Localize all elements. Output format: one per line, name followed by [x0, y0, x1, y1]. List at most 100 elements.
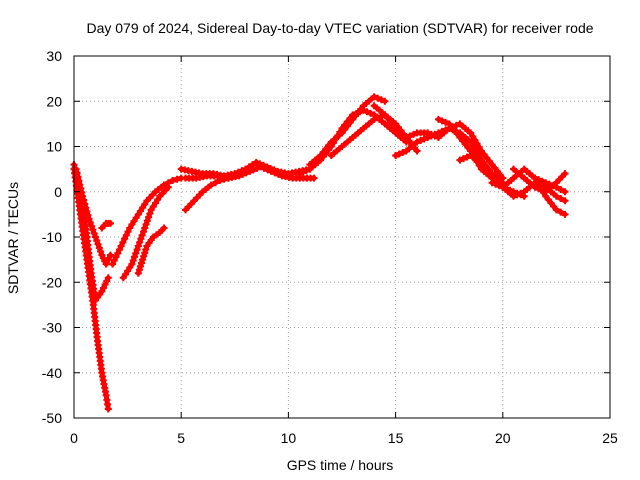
series-group — [72, 165, 114, 268]
data-point-marker — [377, 96, 385, 104]
data-point-marker — [442, 118, 450, 126]
data-point-marker — [80, 196, 88, 204]
data-point-marker — [207, 181, 215, 189]
data-point-marker — [220, 175, 228, 183]
series-group — [306, 93, 389, 169]
data-point-marker — [552, 192, 560, 200]
data-point-marker — [85, 215, 93, 223]
data-point-marker — [492, 180, 500, 188]
data-point-marker — [135, 266, 143, 274]
data-point-marker — [139, 256, 147, 264]
data-point-marker — [129, 257, 137, 265]
data-point-marker — [399, 149, 407, 157]
data-point-marker — [264, 166, 272, 174]
data-point-marker — [459, 155, 467, 163]
data-point-marker — [110, 257, 118, 265]
data-point-marker — [406, 132, 414, 140]
data-point-marker — [136, 262, 144, 270]
data-point-marker — [136, 238, 144, 246]
data-point-marker — [442, 126, 450, 134]
data-point-marker — [538, 186, 546, 194]
data-point-marker — [424, 133, 432, 141]
y-axis-label: SDTVAR / TECUs — [5, 182, 21, 294]
data-point-marker — [134, 242, 142, 250]
data-point-marker — [557, 208, 565, 216]
data-point-marker — [531, 183, 539, 191]
data-point-marker — [114, 249, 122, 257]
data-point-marker — [224, 174, 232, 182]
data-point-marker — [94, 240, 102, 248]
data-point-marker — [561, 197, 569, 205]
data-point-marker — [367, 109, 375, 117]
data-point-marker — [545, 180, 553, 188]
data-point-marker — [417, 136, 425, 144]
data-point-marker — [552, 206, 560, 214]
data-point-marker — [169, 176, 177, 184]
series-group — [119, 183, 172, 282]
tick-labels: 0 5 10 15 20 25 -50 -40 -30 -20 -10 0 10 20 30 — [42, 48, 618, 446]
data-point-marker — [91, 233, 99, 241]
data-point-marker — [531, 174, 539, 182]
data-point-marker — [84, 211, 92, 219]
data-point-marker — [381, 97, 389, 105]
data-point-marker — [467, 129, 475, 137]
data-point-marker — [115, 246, 123, 254]
data-point-marker — [137, 235, 145, 243]
data-point-marker — [295, 170, 303, 178]
x-tick-label: 5 — [177, 430, 185, 446]
data-point-marker — [310, 174, 318, 182]
data-point-marker — [97, 247, 105, 255]
data-point-marker — [117, 242, 125, 250]
chart-title: Day 079 of 2024, Sidereal Day-to-day VTE… — [86, 20, 593, 36]
x-tick-label: 20 — [495, 430, 511, 446]
data-point-marker — [141, 249, 149, 257]
data-point-marker — [124, 228, 132, 236]
data-point-marker — [109, 260, 117, 268]
data-point-marker — [102, 260, 110, 268]
data-point-marker — [89, 226, 97, 234]
data-point-marker — [173, 175, 181, 183]
data-point-marker — [452, 121, 460, 129]
data-point-marker — [561, 170, 569, 178]
data-point-marker — [81, 200, 89, 208]
data-point-marker — [552, 183, 560, 191]
data-point-marker — [139, 228, 147, 236]
data-point-marker — [471, 145, 479, 153]
data-point-marker — [427, 132, 435, 140]
data-point-marker — [253, 164, 261, 172]
data-point-marker — [438, 127, 446, 135]
data-point-marker — [495, 182, 503, 190]
data-point-marker — [216, 176, 224, 184]
data-point-marker — [249, 166, 257, 174]
data-point-marker — [557, 185, 565, 193]
data-point-marker — [274, 170, 282, 178]
data-series — [70, 93, 569, 413]
data-point-marker — [104, 274, 112, 282]
x-tick-label: 0 — [70, 430, 78, 446]
data-point-marker — [475, 143, 483, 151]
data-point-marker — [535, 176, 543, 184]
data-point-marker — [128, 260, 136, 268]
data-point-marker — [212, 179, 220, 187]
data-point-marker — [402, 133, 410, 141]
data-point-marker — [488, 179, 496, 187]
x-tick-label: 10 — [281, 430, 297, 446]
data-point-marker — [93, 237, 101, 245]
data-point-marker — [121, 235, 129, 243]
data-point-marker — [513, 191, 521, 199]
y-tick-label: 20 — [46, 93, 62, 109]
data-point-marker — [140, 252, 148, 260]
data-point-marker — [142, 220, 150, 228]
data-point-marker — [510, 192, 518, 200]
data-point-marker — [467, 138, 475, 146]
data-point-marker — [104, 405, 112, 413]
data-point-marker — [271, 169, 279, 177]
data-point-marker — [538, 177, 546, 185]
data-point-marker — [409, 130, 417, 138]
data-point-marker — [138, 259, 146, 267]
y-tick-label: 30 — [46, 48, 62, 64]
data-point-marker — [363, 108, 371, 116]
series-group — [531, 174, 569, 196]
data-point-marker — [82, 204, 90, 212]
